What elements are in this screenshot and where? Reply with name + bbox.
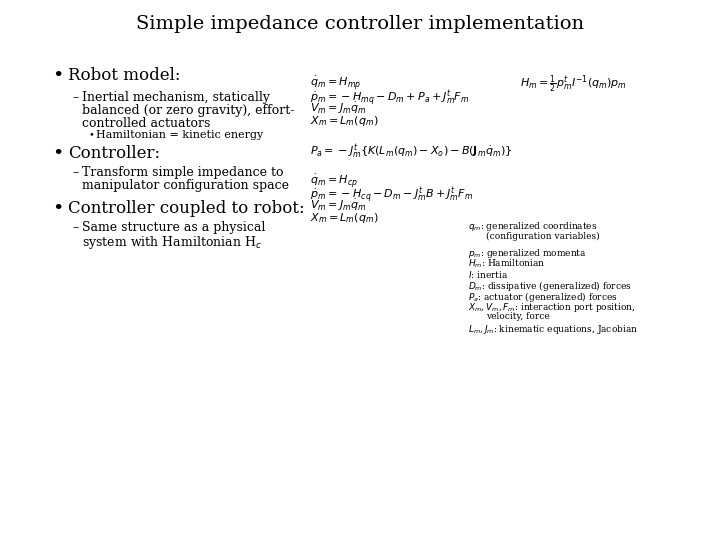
Text: •: • — [52, 67, 63, 85]
Text: •: • — [52, 200, 63, 218]
Text: $X_m, V_m, F_m$: interaction port position,: $X_m, V_m, F_m$: interaction port positi… — [468, 301, 636, 314]
Text: $X_m = L_m(q_m)$: $X_m = L_m(q_m)$ — [310, 211, 379, 225]
Text: $P_a$: actuator (generalized) forces: $P_a$: actuator (generalized) forces — [468, 290, 618, 304]
Text: Hamiltonian = kinetic energy: Hamiltonian = kinetic energy — [96, 130, 264, 140]
Text: –: – — [72, 166, 78, 179]
Text: –: – — [72, 221, 78, 234]
Text: $V_m = J_m \dot{q}_m$: $V_m = J_m \dot{q}_m$ — [310, 198, 366, 213]
Text: $X_m = L_m(q_m)$: $X_m = L_m(q_m)$ — [310, 114, 379, 128]
Text: Inertial mechanism, statically: Inertial mechanism, statically — [82, 91, 270, 104]
Text: manipulator configuration space: manipulator configuration space — [82, 179, 289, 192]
Text: $I$: inertia: $I$: inertia — [468, 268, 508, 280]
Text: Robot model:: Robot model: — [68, 67, 181, 84]
Text: system with Hamiltonian H$_c$: system with Hamiltonian H$_c$ — [82, 234, 262, 251]
Text: $\dot{p}_m = -H_{cq} - D_m - J_m^t B + J_m^t F_m$: $\dot{p}_m = -H_{cq} - D_m - J_m^t B + J… — [310, 185, 473, 205]
Text: $H_m = \frac{1}{2}p_m^t I^{-1}(q_m)p_m$: $H_m = \frac{1}{2}p_m^t I^{-1}(q_m)p_m$ — [520, 74, 626, 96]
Text: $H_m$: Hamiltonian: $H_m$: Hamiltonian — [468, 258, 545, 271]
Text: (configuration variables): (configuration variables) — [486, 232, 600, 241]
Text: $P_a = -J_m^t \{K(L_m(q_m) - X_o) - B(\mathbf{J}_m \dot{q}_m)\}$: $P_a = -J_m^t \{K(L_m(q_m) - X_o) - B(\m… — [310, 142, 512, 160]
Text: $\dot{p}_m = -H_{mq} - D_m + P_a + J_m^t F_m$: $\dot{p}_m = -H_{mq} - D_m + P_a + J_m^t… — [310, 88, 469, 108]
Text: $D_m$: dissipative (generalized) forces: $D_m$: dissipative (generalized) forces — [468, 279, 631, 293]
Text: $L_m, J_m$: kinematic equations, Jacobian: $L_m, J_m$: kinematic equations, Jacobia… — [468, 322, 638, 335]
Text: $V_m = J_m \dot{q}_m$: $V_m = J_m \dot{q}_m$ — [310, 101, 366, 116]
Text: •: • — [52, 145, 63, 163]
Text: $\dot{q}_m = H_{mp}$: $\dot{q}_m = H_{mp}$ — [310, 74, 361, 92]
Text: $q_m$: generalized coordinates: $q_m$: generalized coordinates — [468, 220, 598, 233]
Text: –: – — [72, 91, 78, 104]
Text: velocity, force: velocity, force — [486, 312, 550, 321]
Text: Simple impedance controller implementation: Simple impedance controller implementati… — [136, 15, 584, 33]
Text: •: • — [88, 130, 94, 139]
Text: Controller coupled to robot:: Controller coupled to robot: — [68, 200, 305, 217]
Text: Controller:: Controller: — [68, 145, 160, 162]
Text: $\dot{q}_m = H_{cp}$: $\dot{q}_m = H_{cp}$ — [310, 172, 358, 190]
Text: balanced (or zero gravity), effort-: balanced (or zero gravity), effort- — [82, 104, 294, 117]
Text: controlled actuators: controlled actuators — [82, 117, 210, 130]
Text: $p_m$: generalized momenta: $p_m$: generalized momenta — [468, 247, 587, 260]
Text: Transform simple impedance to: Transform simple impedance to — [82, 166, 284, 179]
Text: Same structure as a physical: Same structure as a physical — [82, 221, 266, 234]
